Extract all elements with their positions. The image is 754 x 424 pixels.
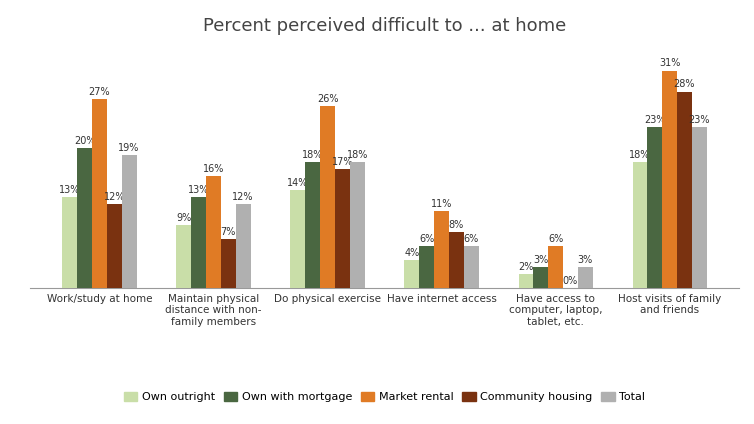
Text: 18%: 18%	[347, 150, 368, 160]
Text: 13%: 13%	[59, 185, 81, 195]
Text: 9%: 9%	[176, 213, 192, 223]
Bar	[519, 274, 533, 288]
Bar	[404, 260, 419, 288]
Bar	[77, 148, 92, 288]
Bar	[290, 190, 305, 288]
Title: Percent perceived difficult to ... at home: Percent perceived difficult to ... at ho…	[203, 17, 566, 35]
Bar	[648, 127, 662, 288]
Text: 3%: 3%	[533, 255, 548, 265]
Bar	[92, 99, 107, 288]
Text: 12%: 12%	[232, 192, 254, 202]
Text: 14%: 14%	[287, 178, 308, 188]
Bar	[176, 225, 192, 288]
Text: 20%: 20%	[74, 136, 95, 146]
Legend: Own outright, Own with mortgage, Market rental, Community housing, Total: Own outright, Own with mortgage, Market …	[120, 388, 649, 407]
Bar	[533, 267, 548, 288]
Text: 7%: 7%	[221, 227, 236, 237]
Text: 12%: 12%	[103, 192, 125, 202]
Text: 17%: 17%	[332, 157, 353, 167]
Text: 19%: 19%	[118, 143, 139, 153]
Text: 18%: 18%	[630, 150, 651, 160]
Text: 3%: 3%	[578, 255, 593, 265]
Text: 0%: 0%	[562, 276, 578, 286]
Text: 4%: 4%	[404, 248, 419, 258]
Text: 13%: 13%	[188, 185, 210, 195]
Bar	[335, 169, 350, 288]
Bar	[578, 267, 593, 288]
Text: 6%: 6%	[419, 234, 434, 244]
Bar	[692, 127, 706, 288]
Text: 27%: 27%	[89, 86, 110, 97]
Text: 28%: 28%	[674, 79, 695, 89]
Bar	[434, 211, 449, 288]
Bar	[350, 162, 365, 288]
Bar	[107, 204, 121, 288]
Bar	[192, 197, 206, 288]
Bar	[662, 70, 677, 288]
Bar	[677, 92, 692, 288]
Bar	[464, 246, 479, 288]
Bar	[206, 176, 221, 288]
Text: 6%: 6%	[464, 234, 479, 244]
Text: 11%: 11%	[431, 199, 452, 209]
Text: 6%: 6%	[548, 234, 563, 244]
Bar	[63, 197, 77, 288]
Bar	[221, 239, 236, 288]
Text: 8%: 8%	[449, 220, 464, 230]
Bar	[449, 232, 464, 288]
Bar	[320, 106, 335, 288]
Text: 2%: 2%	[518, 262, 534, 272]
Text: 26%: 26%	[317, 94, 339, 103]
Text: 23%: 23%	[688, 114, 710, 125]
Bar	[236, 204, 250, 288]
Text: 23%: 23%	[644, 114, 666, 125]
Bar	[121, 155, 136, 288]
Bar	[305, 162, 320, 288]
Bar	[633, 162, 648, 288]
Text: 16%: 16%	[203, 164, 224, 174]
Bar	[419, 246, 434, 288]
Text: 18%: 18%	[302, 150, 323, 160]
Text: 31%: 31%	[659, 59, 680, 68]
Bar	[548, 246, 563, 288]
